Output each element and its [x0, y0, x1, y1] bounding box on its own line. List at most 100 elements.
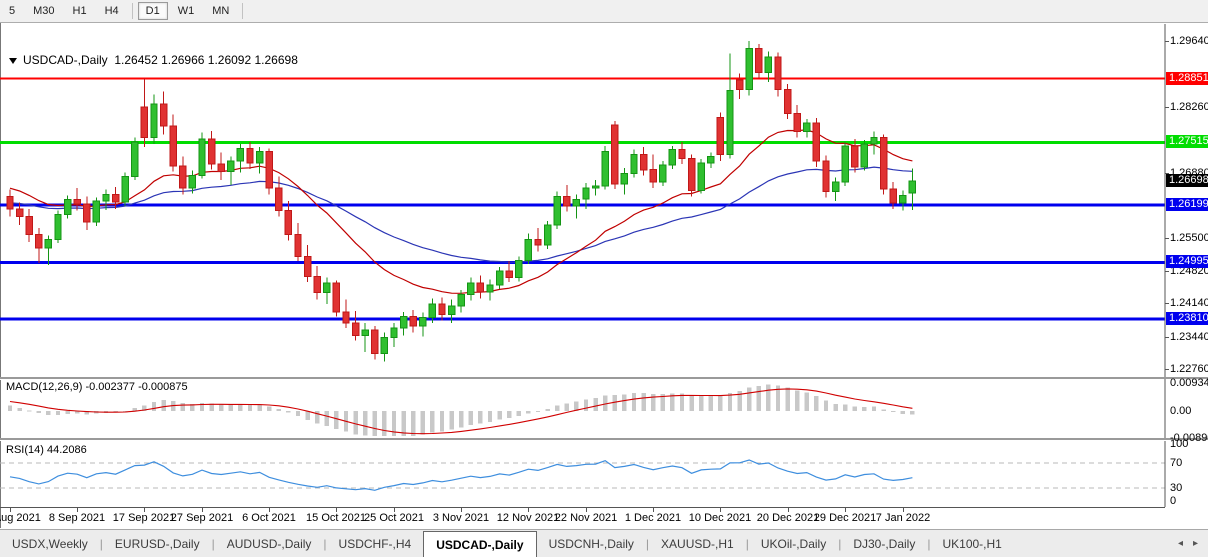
level-price-badge: 1.27515	[1166, 135, 1208, 148]
date-axis-line	[0, 507, 1165, 508]
date-axis-label[interactable]: 25 Oct 2021	[364, 512, 424, 524]
tab-separator: |	[838, 536, 842, 551]
date-axis-label[interactable]: 20 Dec 2021	[756, 512, 820, 524]
date-axis-tick	[720, 508, 721, 512]
macd-indicator-label: MACD(12,26,9) -0.002377 -0.000875	[6, 381, 188, 393]
price-chart-canvas[interactable]	[0, 24, 1208, 377]
symbol-dropdown-icon[interactable]	[9, 58, 17, 64]
timeframe-button-m30[interactable]: M30	[33, 5, 55, 17]
date-axis-label[interactable]: 7 Jan 2022	[875, 512, 931, 524]
date-axis-tick	[788, 508, 789, 512]
rsi-chart-canvas[interactable]	[0, 441, 1208, 507]
tab-separator: |	[323, 536, 327, 551]
date-axis-label[interactable]: 1 Dec 2021	[624, 512, 682, 524]
date-axis-tick	[586, 508, 587, 512]
chart-tab-usdcad[interactable]: USDCAD-,Daily	[423, 531, 537, 557]
date-axis-tick	[10, 508, 11, 512]
date-axis-label[interactable]: 17 Sep 2021	[112, 512, 176, 524]
panel-separator[interactable]	[0, 377, 1208, 380]
chart-symbol-label: USDCAD-,Daily	[23, 53, 108, 67]
price-axis-tick	[1165, 369, 1169, 370]
ma-slow-line[interactable]	[9, 166, 913, 263]
price-axis-tick	[1165, 303, 1169, 304]
chart-window[interactable]: USDCAD-,Daily 1.26452 1.26966 1.26092 1.…	[0, 23, 1208, 528]
ma-fast-line[interactable]	[9, 129, 913, 294]
price-axis-label[interactable]: 1.23440	[1170, 331, 1208, 343]
chart-tab-uk100[interactable]: UK100-,H1	[942, 536, 1002, 551]
timeframe-toolbar: 5 M30 H1 H4 D1 W1 MN	[0, 0, 1208, 23]
chart-ohlc-values: 1.26452 1.26966 1.26092 1.26698	[114, 53, 298, 67]
tab-separator: |	[645, 536, 650, 551]
timeframe-button-w1[interactable]: W1	[177, 5, 195, 17]
date-axis-label[interactable]: 8 Sep 2021	[48, 512, 106, 524]
panel-separator[interactable]	[0, 438, 1208, 441]
date-axis-label[interactable]: 10 Dec 2021	[688, 512, 752, 524]
macd-chart-canvas[interactable]	[0, 379, 1208, 438]
date-axis-tick	[903, 508, 904, 512]
price-axis-tick	[1165, 173, 1169, 174]
date-axis-tick	[528, 508, 529, 512]
date-axis-tick	[144, 508, 145, 512]
tab-separator: |	[927, 536, 931, 551]
price-axis-label[interactable]: 1.28260	[1170, 101, 1208, 113]
macd-signal-line	[9, 388, 913, 435]
date-axis-label[interactable]: 3 Nov 2021	[432, 512, 490, 524]
timeframe-button-h4[interactable]: H4	[104, 5, 119, 17]
date-axis-tick	[202, 508, 203, 512]
date-axis-tick	[653, 508, 654, 512]
tab-separator: |	[211, 536, 215, 551]
tab-separator: |	[99, 536, 103, 551]
candlestick-series[interactable]	[6, 41, 917, 362]
timeframe-button-mn[interactable]: MN	[212, 5, 230, 17]
price-axis-label[interactable]: 1.24820	[1170, 265, 1208, 277]
chart-tab-dj30[interactable]: DJ30-,Daily	[853, 536, 916, 551]
toolbar-separator	[242, 3, 244, 19]
date-axis-tick	[461, 508, 462, 512]
chart-tab-ukoil[interactable]: UKOil-,Daily	[760, 536, 827, 551]
date-axis-tick	[845, 508, 846, 512]
level-price-badge: 1.28851	[1166, 72, 1208, 85]
chart-tab-eurusd[interactable]: EURUSD-,Daily	[114, 536, 200, 551]
chart-tab-bar: USDX,Weekly | EURUSD-,Daily | AUDUSD-,Daily |…	[0, 529, 1208, 557]
price-axis-tick	[1165, 337, 1169, 338]
rsi-axis-label[interactable]: 0	[1170, 495, 1177, 507]
rsi-axis-label[interactable]: 30	[1170, 482, 1183, 494]
rsi-indicator-label: RSI(14) 44.2086	[6, 444, 87, 456]
chart-tab-xauusd[interactable]: XAUUSD-,H1	[661, 536, 734, 551]
level-price-badge: 1.26199	[1166, 198, 1208, 211]
rsi-line	[9, 459, 913, 491]
rsi-axis-label[interactable]: 100	[1170, 438, 1189, 450]
macd-axis-label[interactable]: -0.008902	[1170, 432, 1208, 444]
date-axis-tick	[394, 508, 395, 512]
price-axis-tick	[1165, 41, 1169, 42]
macd-axis-label[interactable]: 0.009345	[1170, 377, 1208, 389]
current-price-badge: 1.26698	[1166, 174, 1208, 187]
price-axis-label[interactable]: 1.24140	[1170, 297, 1208, 309]
rsi-axis-label[interactable]: 70	[1170, 457, 1183, 469]
chart-tab-audusd[interactable]: AUDUSD-,Daily	[226, 536, 312, 551]
chart-tab-usdx[interactable]: USDX,Weekly	[12, 536, 88, 551]
date-axis-tick	[77, 508, 78, 512]
toolbar-separator	[131, 3, 133, 19]
date-axis-label[interactable]: 15 Oct 2021	[306, 512, 366, 524]
timeframe-button-h1[interactable]: H1	[72, 5, 87, 17]
timeframe-button-d1[interactable]: D1	[137, 2, 168, 20]
date-axis-label[interactable]: 22 Nov 2021	[554, 512, 618, 524]
price-axis-label[interactable]: 1.29640	[1170, 35, 1208, 47]
date-axis-label[interactable]: 12 Nov 2021	[496, 512, 560, 524]
chart-tab-usdcnh[interactable]: USDCNH-,Daily	[548, 536, 634, 551]
level-price-badge: 1.24995	[1166, 255, 1208, 268]
price-axis-label[interactable]: 1.22760	[1170, 363, 1208, 375]
price-axis-tick	[1165, 271, 1169, 272]
timeframe-button-5[interactable]: 5	[9, 5, 16, 17]
date-axis-label[interactable]: 29 Dec 2021	[813, 512, 877, 524]
date-axis-label[interactable]: 30 Aug 2021	[0, 512, 41, 524]
macd-axis-label[interactable]: 0.00	[1170, 405, 1192, 417]
tabs-scroll-right-icon[interactable]: ▸	[1192, 538, 1198, 549]
date-axis-label[interactable]: 6 Oct 2021	[242, 512, 296, 524]
price-axis-label[interactable]: 1.25500	[1170, 232, 1208, 244]
tabs-scroll-left-icon[interactable]: ◂	[1177, 538, 1183, 549]
date-axis-label[interactable]: 27 Sep 2021	[170, 512, 234, 524]
tab-separator: |	[745, 536, 749, 551]
chart-tab-usdchf[interactable]: USDCHF-,H4	[338, 536, 412, 551]
